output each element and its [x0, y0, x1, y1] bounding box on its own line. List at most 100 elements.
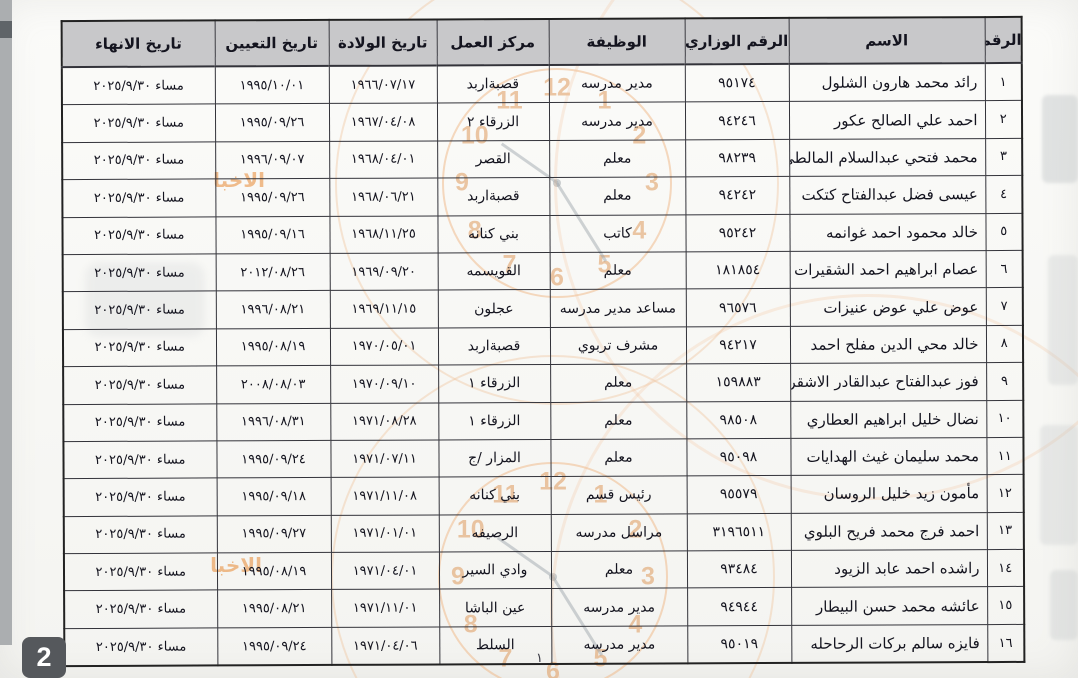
table-cell-num: ١٠	[986, 399, 1024, 438]
table-row: ٨ خالد محي الدين مفلح احمد ٩٤٢١٧ مشرف تربوي…	[62, 325, 1024, 367]
watermark-fragment	[1050, 570, 1078, 640]
table-cell-job: معلم	[550, 401, 687, 440]
table-cell-hire_date: ٢٠٠٨/٠٨/٠٣	[216, 365, 331, 404]
table-cell-end_date: مساء ٢٠٢٥/٩/٣٠	[62, 141, 216, 180]
table-cell-center: وادي السير	[438, 551, 552, 590]
table-cell-num: ٦	[985, 250, 1023, 288]
table-cell-center: قصبةاربد	[436, 64, 549, 104]
table-cell-hire_date: ١٩٩٥/٠٩/٢٤	[217, 627, 332, 666]
table-cell-hire_date: ٢٠١٢/٠٨/٢٦	[215, 253, 330, 292]
table-cell-job: مشرف تربوي	[549, 326, 687, 365]
table-cell-end_date: مساء ٢٠٢٥/٩/٣٠	[64, 590, 218, 629]
table-row: ٥ خالد محمود احمد غوانمه ٩٥٢٤٢ كاتب بني كنان…	[62, 212, 1023, 255]
table-cell-num: ١	[984, 62, 1022, 101]
table-cell-center: السلط	[439, 626, 552, 665]
table-cell-birth_date: ١٩٦٧/٠٤/٠٨	[328, 103, 438, 142]
table-cell-center: قصبةاربد	[437, 177, 550, 216]
table-cell-hire_date: ١٩٩٥/٠٩/١٦	[215, 215, 330, 254]
table-cell-job: رئيس قسم	[550, 476, 687, 515]
table-cell-end_date: مساء ٢٠٢٥/٩/٣٠	[61, 66, 215, 105]
table-cell-name: عائشه محمد حسن البيطار	[791, 587, 988, 626]
table-cell-ministry_no: ١٥٩٨٨٣	[686, 363, 791, 402]
table-cell-end_date: مساء ٢٠٢٥/٩/٣٠	[63, 478, 217, 517]
watermark-fragment	[1048, 255, 1078, 385]
table-cell-name: عصام ابراهيم احمد الشقيرات	[789, 250, 986, 289]
header-cell: مركز العمل	[436, 18, 549, 66]
table-cell-end_date: مساء ٢٠٢٥/٩/٣٠	[62, 328, 217, 367]
table-cell-job: معلم	[549, 139, 686, 178]
table-cell-name: احمد فرج محمد فريح البلوي	[790, 512, 987, 551]
table-cell-hire_date: ١٩٩٥/٠٩/٢٦	[214, 103, 330, 142]
table-row: ٩ فوز عبدالفتاح عبدالقادر الاشقر ١٥٩٨٨٣ معل…	[63, 362, 1024, 405]
table-row: ١٠ نضال خليل ابراهيم العطاري ٩٨٥٠٨ معلم الزر…	[63, 399, 1024, 442]
table-cell-ministry_no: ٩٨٥٠٨	[686, 400, 791, 439]
scan-edge-mark	[0, 21, 12, 38]
table-cell-name: فوز عبدالفتاح عبدالقادر الاشقر	[790, 362, 987, 401]
table-cell-name: فايزه سالم بركات الرحاحله	[791, 624, 988, 664]
table-cell-job: معلم	[550, 438, 687, 477]
header-cell: تاريخ الولادة	[328, 19, 437, 66]
table-cell-num: ٥	[985, 212, 1023, 251]
table-cell-center: الزرقاء ١	[438, 401, 551, 440]
header-cell: الرقم	[984, 16, 1022, 64]
table-cell-job: مدير مدرسه	[551, 625, 688, 665]
table-row: ٤ عيسى فضل عبدالفتاح كتكت ٩٤٢٤٢ معلم قصبةارب…	[62, 175, 1023, 218]
table-cell-center: الرصيفه	[438, 514, 551, 553]
table-cell-name: راشده احمد عابد الزيود	[790, 549, 988, 588]
table-cell-birth_date: ١٩٧١/٠٤/٠١	[330, 552, 440, 590]
table-cell-job: مدير مدرسه	[548, 64, 685, 103]
table-cell-num: ٣	[985, 138, 1023, 176]
table-cell-num: ٩	[986, 362, 1024, 401]
table-cell-job: كاتب	[549, 214, 686, 253]
table-cell-center: بني كنانه	[438, 476, 551, 515]
table-cell-num: ٧	[985, 287, 1023, 326]
table-cell-birth_date: ١٩٦٨/٠٦/٢١	[329, 178, 438, 216]
table-cell-name: احمد علي الصالح عكور	[788, 100, 986, 140]
table-cell-end_date: مساء ٢٠٢٥/٩/٣٠	[63, 515, 217, 554]
table-cell-center: عين الباشا	[439, 588, 552, 627]
table-cell-name: محمد سليمان غيث الهدايات	[790, 437, 987, 476]
table-cell-birth_date: ١٩٧١/١١/٠٨	[330, 477, 439, 516]
table-cell-name: عوض علي عوض عنيزات	[789, 287, 986, 327]
table-cell-birth_date: ١٩٦٩/١١/١٥	[329, 290, 438, 329]
table-row: ١٤ راشده احمد عابد الزيود ٩٣٤٨٤ معلم وادي ال…	[63, 549, 1025, 592]
table-cell-ministry_no: ٩٣٤٨٤	[686, 550, 792, 589]
table-cell-hire_date: ١٩٩٥/٠٩/٢٧	[216, 515, 331, 554]
table-cell-num: ٨	[985, 325, 1024, 363]
table-scan-wrapper: الرقم الاسم الرقم الوزاري الوظيفة مركز العمل…	[60, 15, 1026, 668]
table-cell-ministry_no: ٩٦٥٧٦	[685, 288, 790, 327]
table-cell-hire_date: ١٩٩٥/٠٩/٢٦	[215, 178, 330, 217]
table-cell-ministry_no: ٩٥٥٧٩	[686, 475, 791, 514]
table-cell-end_date: مساء ٢٠٢٥/٩/٣٠	[61, 104, 216, 143]
table-cell-name: خالد محي الدين مفلح احمد	[789, 325, 987, 364]
table-cell-num: ١٢	[986, 474, 1024, 513]
table-cell-num: ١٤	[986, 549, 1025, 588]
table-cell-ministry_no: ٩٨٢٣٩	[685, 139, 790, 178]
page-badge: 2	[22, 637, 66, 678]
table-cell-num: ٤	[985, 175, 1023, 214]
header-cell: تاريخ التعيين	[214, 19, 329, 67]
table-cell-job: مدير مدرسه	[548, 102, 686, 141]
table-cell-ministry_no: ٩٥١٧٤	[684, 63, 789, 103]
table-cell-job: معلم	[550, 550, 688, 589]
table-cell-birth_date: ١٩٧١/٠٨/٢٨	[330, 402, 439, 441]
table-cell-birth_date: ١٩٧١/١١/٠١	[331, 589, 440, 628]
table-cell-center: الزرقاء ١	[438, 364, 551, 403]
table-cell-end_date: مساء ٢٠٢٥/٩/٣٠	[62, 179, 216, 218]
table-cell-birth_date: ١٩٧١/٠١/٠١	[330, 514, 439, 553]
table-cell-center: بني كنانه	[437, 215, 550, 253]
table-cell-birth_date: ١٩٧١/٠٧/١١	[330, 439, 439, 478]
scan-edge-strip	[0, 0, 12, 645]
table-cell-job: مدير مدرسه	[551, 588, 688, 627]
table-cell-end_date: مساء ٢٠٢٥/٩/٣٠	[62, 216, 216, 255]
table-cell-ministry_no: ٩٥٢٤٢	[685, 213, 790, 252]
table-cell-center: القويسمه	[437, 252, 550, 291]
table-cell-num: ١٣	[986, 512, 1024, 550]
table-cell-num: ١٦	[987, 624, 1025, 663]
table-cell-hire_date: ١٩٩٦/٠٨/٣١	[216, 402, 331, 441]
table-cell-name: عيسى فضل عبدالفتاح كتكت	[789, 175, 986, 214]
table-cell-birth_date: ١٩٦٨/١١/٢٥	[329, 215, 438, 254]
watermark-fragment	[1040, 425, 1078, 545]
table-cell-name: محمد فتحي عبدالسلام المالطي	[789, 138, 986, 177]
